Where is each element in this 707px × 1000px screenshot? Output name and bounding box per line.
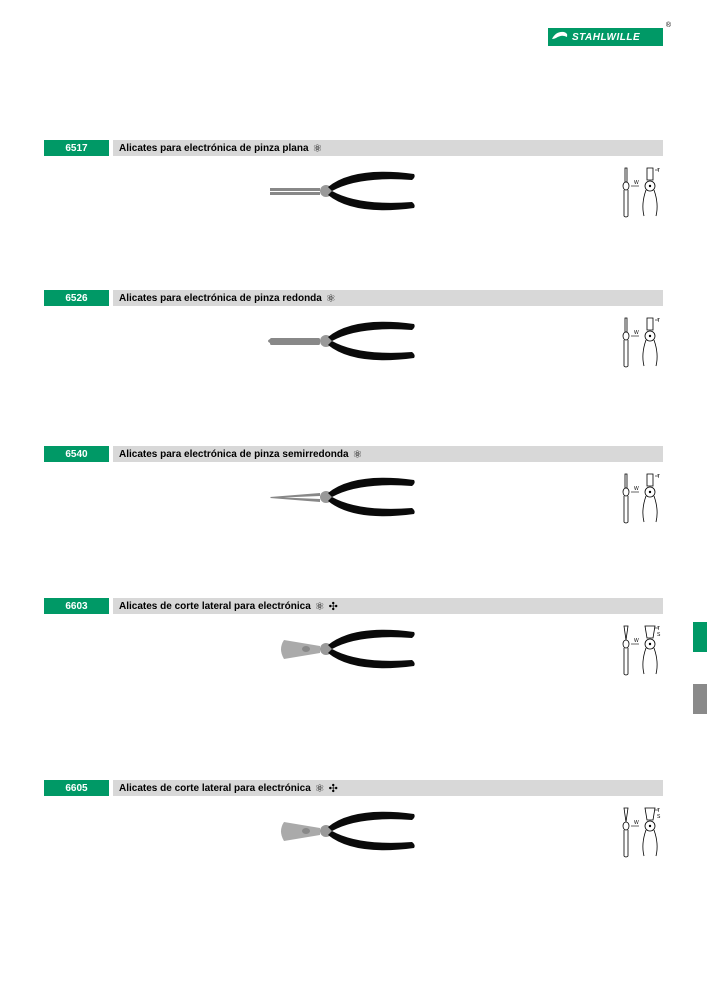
product-block: 6605Alicates de corte lateral para elect… — [44, 780, 663, 926]
atom-icon: ⚛ — [313, 142, 323, 155]
product-photo — [264, 160, 419, 222]
product-title: Alicates de corte lateral para electróni… — [113, 780, 663, 796]
product-code: 6517 — [44, 140, 109, 156]
product-photo — [264, 310, 419, 372]
product-title: Alicates para electrónica de pinza plana… — [113, 140, 663, 156]
product-body: WTS — [44, 618, 663, 723]
svg-text:S: S — [657, 632, 661, 638]
svg-text:T: T — [657, 168, 660, 174]
svg-text:W: W — [634, 330, 639, 336]
product-header: 6517Alicates para electrónica de pinza p… — [44, 140, 663, 156]
product-header: 6605Alicates de corte lateral para elect… — [44, 780, 663, 796]
flower-icon: ✣ — [329, 600, 338, 613]
product-title: Alicates para electrónica de pinza semir… — [113, 446, 663, 462]
product-header: 6603Alicates de corte lateral para elect… — [44, 598, 663, 614]
product-photo — [264, 466, 419, 528]
svg-text:W: W — [634, 180, 639, 186]
atom-icon: ⚛ — [353, 448, 363, 461]
product-schematic: WT — [617, 470, 663, 526]
product-schematic: WTS — [617, 804, 663, 860]
side-tab-inactive — [693, 684, 707, 714]
atom-icon: ⚛ — [315, 600, 325, 613]
brand-name: STAHLWILLE — [572, 32, 640, 43]
svg-text:W: W — [634, 638, 639, 644]
side-tab-active — [693, 622, 707, 652]
product-title: Alicates para electrónica de pinza redon… — [113, 290, 663, 306]
product-photo — [264, 800, 419, 862]
product-header: 6540Alicates para electrónica de pinza s… — [44, 446, 663, 462]
product-photo — [264, 618, 419, 680]
product-block: 6526Alicates para electrónica de pinza r… — [44, 290, 663, 424]
product-header: 6526Alicates para electrónica de pinza r… — [44, 290, 663, 306]
product-code: 6603 — [44, 598, 109, 614]
svg-text:W: W — [634, 820, 639, 826]
product-body: WT — [44, 310, 663, 415]
product-schematic: WT — [617, 314, 663, 370]
svg-text:W: W — [634, 486, 639, 492]
atom-icon: ⚛ — [326, 292, 336, 305]
product-block: 6540Alicates para electrónica de pinza s… — [44, 446, 663, 576]
product-block: 6603Alicates de corte lateral para elect… — [44, 598, 663, 758]
product-code: 6540 — [44, 446, 109, 462]
svg-text:S: S — [657, 814, 661, 820]
svg-text:T: T — [657, 474, 660, 480]
brand-logo: STAHLWILLE ® — [548, 28, 663, 46]
product-code: 6526 — [44, 290, 109, 306]
product-schematic: WTS — [617, 622, 663, 678]
product-title: Alicates de corte lateral para electróni… — [113, 598, 663, 614]
flower-icon: ✣ — [329, 782, 338, 795]
atom-icon: ⚛ — [315, 782, 325, 795]
svg-text:T: T — [657, 318, 660, 324]
product-block: 6517Alicates para electrónica de pinza p… — [44, 140, 663, 268]
product-code: 6605 — [44, 780, 109, 796]
registered-mark: ® — [666, 22, 671, 29]
product-body: WT — [44, 466, 663, 571]
product-schematic: WT — [617, 164, 663, 220]
product-body: WTS — [44, 800, 663, 905]
product-body: WT — [44, 160, 663, 265]
